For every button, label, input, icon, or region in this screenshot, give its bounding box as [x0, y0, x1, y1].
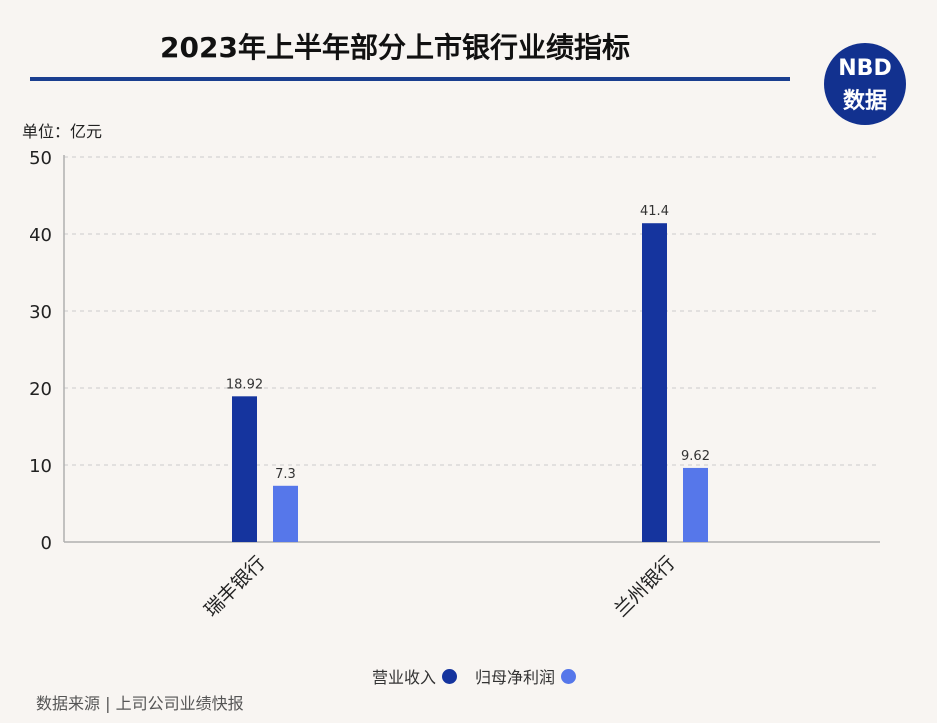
legend-item-profit: 归母净利润 — [475, 664, 577, 688]
legend-item-revenue: 营业收入 — [372, 664, 458, 688]
bar-profit — [273, 485, 298, 542]
y-tick-label: 20 — [29, 379, 52, 400]
x-category-label: 瑞丰银行 — [200, 552, 269, 621]
unit-label: 单位：亿元 — [22, 122, 103, 141]
bar-profit — [683, 467, 708, 542]
x-category-label: 兰州银行 — [610, 552, 679, 621]
legend-swatch-revenue — [442, 668, 458, 684]
legend: 营业收入 归母净利润 — [372, 664, 594, 688]
logo-text-bottom: 数据 — [842, 89, 887, 114]
data-label: 9.62 — [681, 449, 710, 464]
data-label: 41.4 — [640, 204, 669, 219]
logo-text-top: NBD — [838, 56, 892, 81]
y-tick-label: 40 — [29, 225, 52, 246]
nbd-logo: NBD 数据 — [824, 43, 906, 125]
bar-revenue — [642, 223, 667, 542]
source-note: 数据来源 | 上司公司业绩快报 — [36, 694, 244, 713]
y-tick-label: 10 — [29, 456, 52, 477]
legend-label-profit: 归母净利润 — [475, 668, 556, 687]
legend-label-revenue: 营业收入 — [372, 668, 437, 687]
y-tick-label: 50 — [29, 148, 52, 169]
chart-title: 2023年上半年部分上市银行业绩指标 — [160, 31, 630, 64]
legend-swatch-profit — [561, 668, 577, 684]
bar-revenue — [232, 396, 257, 542]
y-tick-label: 30 — [29, 302, 52, 323]
y-tick-label: 0 — [41, 533, 52, 554]
data-label: 18.92 — [226, 377, 263, 392]
title-underline — [30, 77, 790, 81]
data-label: 7.3 — [275, 467, 296, 482]
